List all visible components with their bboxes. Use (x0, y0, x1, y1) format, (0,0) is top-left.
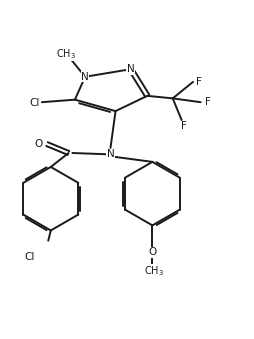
Text: F: F (205, 97, 211, 107)
Text: Cl: Cl (29, 98, 39, 108)
Text: CH$_3$: CH$_3$ (56, 47, 76, 61)
Text: N: N (81, 72, 89, 82)
Text: Cl: Cl (24, 252, 34, 262)
Text: N: N (107, 149, 114, 159)
Text: O: O (148, 247, 156, 257)
Text: F: F (196, 77, 202, 87)
Text: N: N (127, 64, 135, 74)
Text: O: O (34, 139, 42, 149)
Text: F: F (181, 121, 187, 131)
Text: CH$_3$: CH$_3$ (144, 264, 164, 278)
